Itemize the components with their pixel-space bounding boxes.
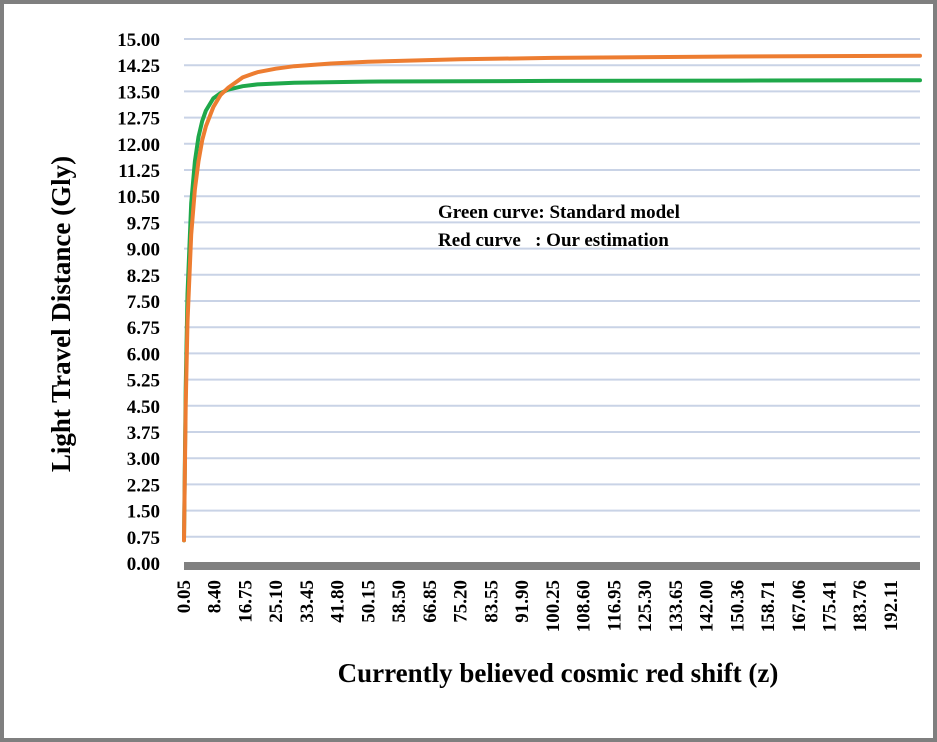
y-axis-label: Light Travel Distance (Gly) (46, 156, 76, 472)
x-tick-label: 33.45 (297, 580, 318, 623)
y-tick-label: 9.00 (127, 240, 160, 261)
x-tick-label: 175.41 (819, 580, 840, 632)
x-tick-label: 125.30 (635, 580, 656, 632)
y-tick-label: 6.75 (127, 318, 160, 339)
x-tick-label: 142.00 (697, 580, 718, 632)
series-line-1 (182, 53, 922, 543)
y-tick-label: 7.50 (127, 292, 160, 313)
y-tick-label: 8.25 (127, 266, 160, 287)
x-tick-label: 167.06 (789, 580, 810, 632)
x-tick-label: 66.85 (420, 580, 441, 623)
x-tick-label: 8.40 (205, 580, 226, 613)
y-axis-ticks: 0.00 0.75 1.50 2.25 3.00 3.75 4.50 5.25 6.00 6.75… (117, 30, 160, 575)
x-tick-label: 192.11 (881, 580, 902, 631)
x-axis-bar (184, 562, 920, 570)
y-tick-label: 12.75 (117, 109, 160, 130)
y-tick-label: 10.50 (117, 187, 160, 208)
gridlines (184, 38, 920, 538)
x-tick-label: 91.90 (512, 580, 533, 623)
x-tick-label: 41.80 (328, 580, 349, 623)
x-tick-label: 50.15 (358, 580, 379, 623)
x-tick-label: 58.50 (389, 580, 410, 623)
y-tick-label: 0.75 (127, 528, 160, 549)
y-tick-label: 6.00 (127, 344, 160, 365)
y-tick-label: 11.25 (118, 161, 160, 182)
legend-note-red: Red curve : Our estimation (438, 230, 669, 251)
y-tick-label: 5.25 (127, 371, 160, 392)
x-tick-label: 108.60 (574, 580, 595, 632)
x-tick-label: 25.10 (266, 580, 287, 623)
series-lines (182, 53, 922, 543)
y-tick-label: 9.75 (127, 213, 160, 234)
series-line-0 (182, 78, 922, 543)
x-tick-label: 100.25 (543, 580, 564, 632)
x-tick-label: 150.36 (727, 580, 748, 632)
x-tick-label: 83.55 (481, 580, 502, 623)
y-tick-label: 13.50 (117, 82, 160, 103)
x-tick-label: 16.75 (235, 580, 256, 623)
x-tick-label: 75.20 (451, 580, 472, 623)
x-tick-label: 158.71 (758, 580, 779, 632)
y-tick-label: 2.25 (127, 475, 160, 496)
y-tick-label: 0.00 (127, 554, 160, 575)
y-tick-label: 14.25 (117, 56, 160, 77)
legend-note-green: Green curve: Standard model (438, 202, 680, 223)
y-tick-label: 15.00 (117, 30, 160, 51)
y-tick-label: 3.75 (127, 423, 160, 444)
x-axis-ticks: 0.05 8.40 16.75 25.10 33.45 41.80 50.15 58.50 66… (174, 580, 902, 632)
x-tick-label: 116.95 (604, 580, 625, 631)
y-tick-label: 1.50 (127, 502, 160, 523)
y-tick-label: 12.00 (117, 135, 160, 156)
x-tick-label: 183.76 (850, 580, 871, 632)
x-axis-label: Currently believed cosmic red shift (z) (338, 658, 779, 688)
x-tick-label: 133.65 (666, 580, 687, 632)
y-tick-label: 4.50 (127, 397, 160, 418)
y-tick-label: 3.00 (127, 449, 160, 470)
x-tick-label: 0.05 (174, 580, 195, 613)
